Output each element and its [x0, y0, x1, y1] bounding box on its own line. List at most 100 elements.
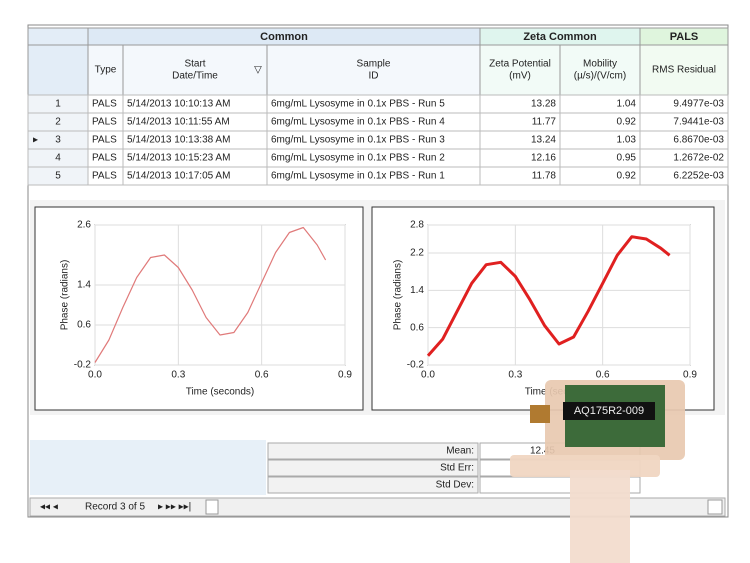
summary-label-cell: [267, 476, 479, 494]
column-header: Mobility: [583, 59, 617, 70]
nav-buttons[interactable]: ▸ ▸▸ ▸▸|: [158, 502, 191, 513]
x-tick-label: 0.0: [88, 370, 102, 381]
summary-label-cell: [267, 459, 479, 477]
column-header: ID: [369, 71, 379, 82]
column-header: Start: [184, 59, 205, 70]
cell-text: 0.92: [617, 171, 637, 182]
header-cell: [27, 44, 89, 96]
cell-text: 6.8670e-03: [673, 135, 724, 146]
cell-text: 0.95: [617, 153, 637, 164]
phase-line: [94, 226, 327, 363]
group-header: Common: [260, 31, 308, 43]
column-header: Type: [95, 65, 117, 76]
y-tick-label: 0.6: [77, 320, 91, 331]
x-tick-label: 0.3: [508, 370, 522, 381]
cell-text: 6mg/mL Lysosyme in 0.1x PBS - Run 4: [271, 117, 445, 128]
cell-text: PALS: [92, 153, 117, 164]
y-tick-label: 1.4: [410, 285, 424, 296]
cell-text: PALS: [92, 117, 117, 128]
y-tick-label: 2.8: [410, 220, 424, 231]
x-tick-label: 0.6: [255, 370, 269, 381]
probe-stem: [570, 470, 630, 563]
y-tick-label: -0.2: [407, 360, 425, 371]
cell-text: 6mg/mL Lysosyme in 0.1x PBS - Run 1: [271, 171, 445, 182]
phase-line: [426, 235, 671, 357]
cell-text: 9.4977e-03: [673, 99, 724, 110]
summary-label: Mean:: [446, 446, 474, 457]
cell-text: 1.04: [617, 99, 637, 110]
y-tick-label: 2.6: [77, 220, 91, 231]
column-header: Zeta Potential: [489, 59, 551, 70]
cell-text: 5/14/2013 10:17:05 AM: [127, 171, 230, 182]
cell: [639, 166, 729, 186]
x-axis-label: Time (seconds): [186, 387, 255, 398]
cell-text: 1: [55, 99, 61, 110]
scroll-right[interactable]: [707, 499, 723, 515]
y-tick-label: -0.2: [74, 360, 92, 371]
cell-text: 3: [55, 135, 61, 146]
scroll-left[interactable]: [205, 499, 219, 515]
sort-icon: ▽: [254, 65, 262, 76]
column-header-cell: [479, 44, 561, 96]
group-header: PALS: [670, 31, 699, 43]
cell-text: 2: [55, 117, 61, 128]
cell-text: 5/14/2013 10:10:13 AM: [127, 99, 230, 110]
column-header-cell: [559, 44, 641, 96]
cell-text: 5/14/2013 10:11:55 AM: [127, 117, 230, 128]
summary-label: Std Dev:: [436, 480, 474, 491]
probe-connector: [530, 405, 550, 423]
x-tick-label: 0.3: [171, 370, 185, 381]
probe-label: AQ175R2-009: [574, 405, 644, 417]
probe-label-bg: [563, 402, 655, 420]
cell-text: 13.28: [531, 99, 556, 110]
summary-label-cell: [267, 442, 479, 460]
column-header: (mV): [509, 71, 531, 82]
x-tick-label: 0.0: [421, 370, 435, 381]
cell-text: PALS: [92, 135, 117, 146]
cell-text: 6mg/mL Lysosyme in 0.1x PBS - Run 5: [271, 99, 445, 110]
y-axis-label: Phase (radians): [393, 260, 404, 331]
header-cell: [27, 27, 89, 46]
group-header: Zeta Common: [523, 31, 597, 43]
cell-text: 1.03: [617, 135, 637, 146]
cell-text: 1.2672e-02: [673, 153, 724, 164]
x-tick-label: 0.6: [596, 370, 610, 381]
cell-text: 0.92: [617, 117, 637, 128]
record-label: Record 3 of 5: [85, 502, 145, 513]
summary-blank: [30, 440, 266, 495]
cell-text: 6mg/mL Lysosyme in 0.1x PBS - Run 3: [271, 135, 445, 146]
cell-text: 5/14/2013 10:15:23 AM: [127, 153, 230, 164]
cell-text: 7.9441e-03: [673, 117, 724, 128]
cell-text: 5/14/2013 10:13:38 AM: [127, 135, 230, 146]
probe: AQ175R2-009: [510, 380, 685, 563]
cell-text: 6mg/mL Lysosyme in 0.1x PBS - Run 2: [271, 153, 445, 164]
cell-text: 5: [55, 171, 61, 182]
column-header-cell: [87, 44, 124, 96]
column-header-cell: [639, 44, 729, 96]
column-header: RMS Residual: [652, 65, 716, 76]
summary-label: Std Err:: [440, 463, 474, 474]
y-tick-label: 2.2: [410, 248, 424, 259]
summary-value: 12.45: [530, 446, 555, 457]
cell-text: 13.24: [531, 135, 556, 146]
y-axis-label: Phase (radians): [60, 260, 71, 331]
x-tick-label: 0.9: [338, 370, 352, 381]
cell-text: 12.16: [531, 153, 556, 164]
nav-buttons[interactable]: ◂◂ ◂: [40, 502, 58, 513]
cell-text: 11.78: [532, 171, 557, 182]
cell-text: PALS: [92, 171, 117, 182]
cell-text: 6.2252e-03: [673, 171, 724, 182]
cell-text: PALS: [92, 99, 117, 110]
plot-area: [94, 224, 346, 366]
y-tick-label: 1.4: [77, 280, 91, 291]
cell-text: 4: [55, 153, 61, 164]
column-header: Date/Time: [172, 71, 218, 82]
x-tick-label: 0.9: [683, 370, 697, 381]
row-pointer: ▸: [33, 135, 38, 146]
cell-text: 11.77: [532, 117, 557, 128]
navigator: [29, 497, 726, 517]
column-header: (µ/s)/(V/cm): [574, 71, 626, 82]
column-header: Sample: [357, 59, 391, 70]
y-tick-label: 0.6: [410, 322, 424, 333]
